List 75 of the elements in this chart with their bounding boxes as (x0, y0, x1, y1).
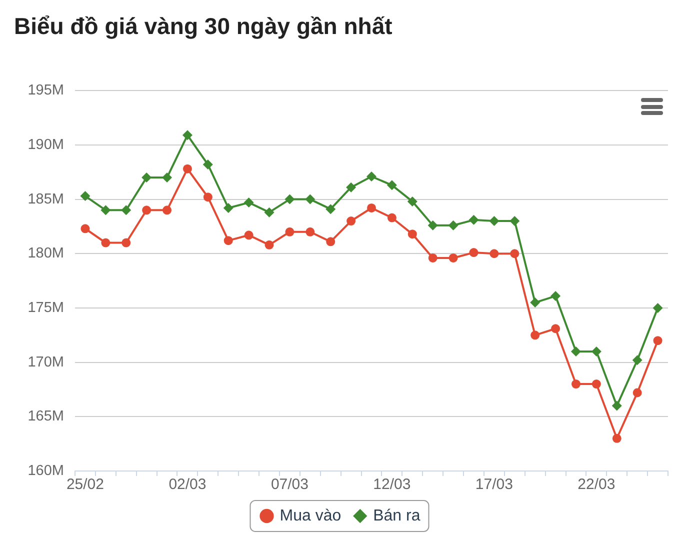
x-tick-label: 12/03 (373, 476, 411, 494)
point (264, 240, 274, 250)
point (632, 355, 642, 366)
y-tick-label: 165M (28, 408, 64, 425)
point (264, 207, 274, 218)
point (428, 220, 438, 230)
point (122, 238, 131, 248)
point (284, 194, 295, 204)
point (612, 434, 622, 443)
y-tick-label: 190M (28, 136, 64, 153)
point (652, 302, 663, 313)
point (510, 249, 520, 258)
x-tick-label: 07/03 (270, 476, 308, 494)
point (571, 380, 580, 389)
y-tick-label: 175M (28, 300, 64, 316)
point (469, 248, 478, 258)
point (386, 180, 397, 190)
point (632, 388, 642, 398)
point (203, 192, 212, 202)
x-tick-label: 25/02 (66, 476, 104, 494)
point (367, 203, 376, 212)
point (591, 346, 602, 356)
x-tick-label: 17/03 (475, 476, 513, 494)
point (346, 216, 356, 226)
point (80, 191, 90, 202)
point (346, 182, 356, 192)
y-tick-label: 195M (28, 82, 64, 99)
point (305, 194, 316, 204)
y-tick-label: 185M (28, 191, 64, 208)
point (653, 336, 662, 346)
point (121, 205, 132, 216)
point (101, 238, 110, 248)
point (550, 291, 561, 302)
legend-label: Mua vào (280, 507, 342, 524)
point (448, 253, 458, 262)
point (326, 237, 336, 246)
point (142, 206, 152, 215)
point (223, 202, 234, 213)
y-tick-label: 160M (28, 463, 64, 479)
point (182, 164, 192, 174)
point (306, 227, 315, 236)
chart-title: Biểu đồ giá vàng 30 ngày gần nhất (14, 13, 393, 40)
point (162, 206, 172, 215)
point (448, 220, 458, 230)
y-tick-label: 170M (28, 354, 64, 370)
point (428, 253, 438, 262)
point (570, 346, 581, 356)
point (244, 230, 254, 240)
point (408, 230, 417, 239)
point (80, 224, 90, 234)
point (551, 324, 560, 334)
point (407, 196, 418, 206)
point (100, 205, 111, 216)
x-tick-label: 22/03 (578, 476, 616, 494)
point (530, 298, 540, 308)
point (162, 172, 172, 183)
point (387, 213, 396, 222)
y-tick-label: 180M (28, 246, 64, 262)
point (510, 216, 520, 226)
point (490, 249, 499, 258)
point (612, 400, 622, 411)
point (182, 130, 192, 140)
point (202, 160, 213, 170)
legend-label: Bán ra (373, 507, 420, 524)
point (244, 198, 254, 208)
point (224, 236, 233, 246)
point (285, 227, 294, 236)
point (468, 214, 479, 225)
point (592, 380, 601, 389)
point (530, 330, 540, 340)
point (326, 204, 336, 214)
point (142, 172, 152, 183)
point (489, 216, 500, 226)
point (366, 171, 376, 182)
x-tick-label: 02/03 (168, 476, 206, 494)
